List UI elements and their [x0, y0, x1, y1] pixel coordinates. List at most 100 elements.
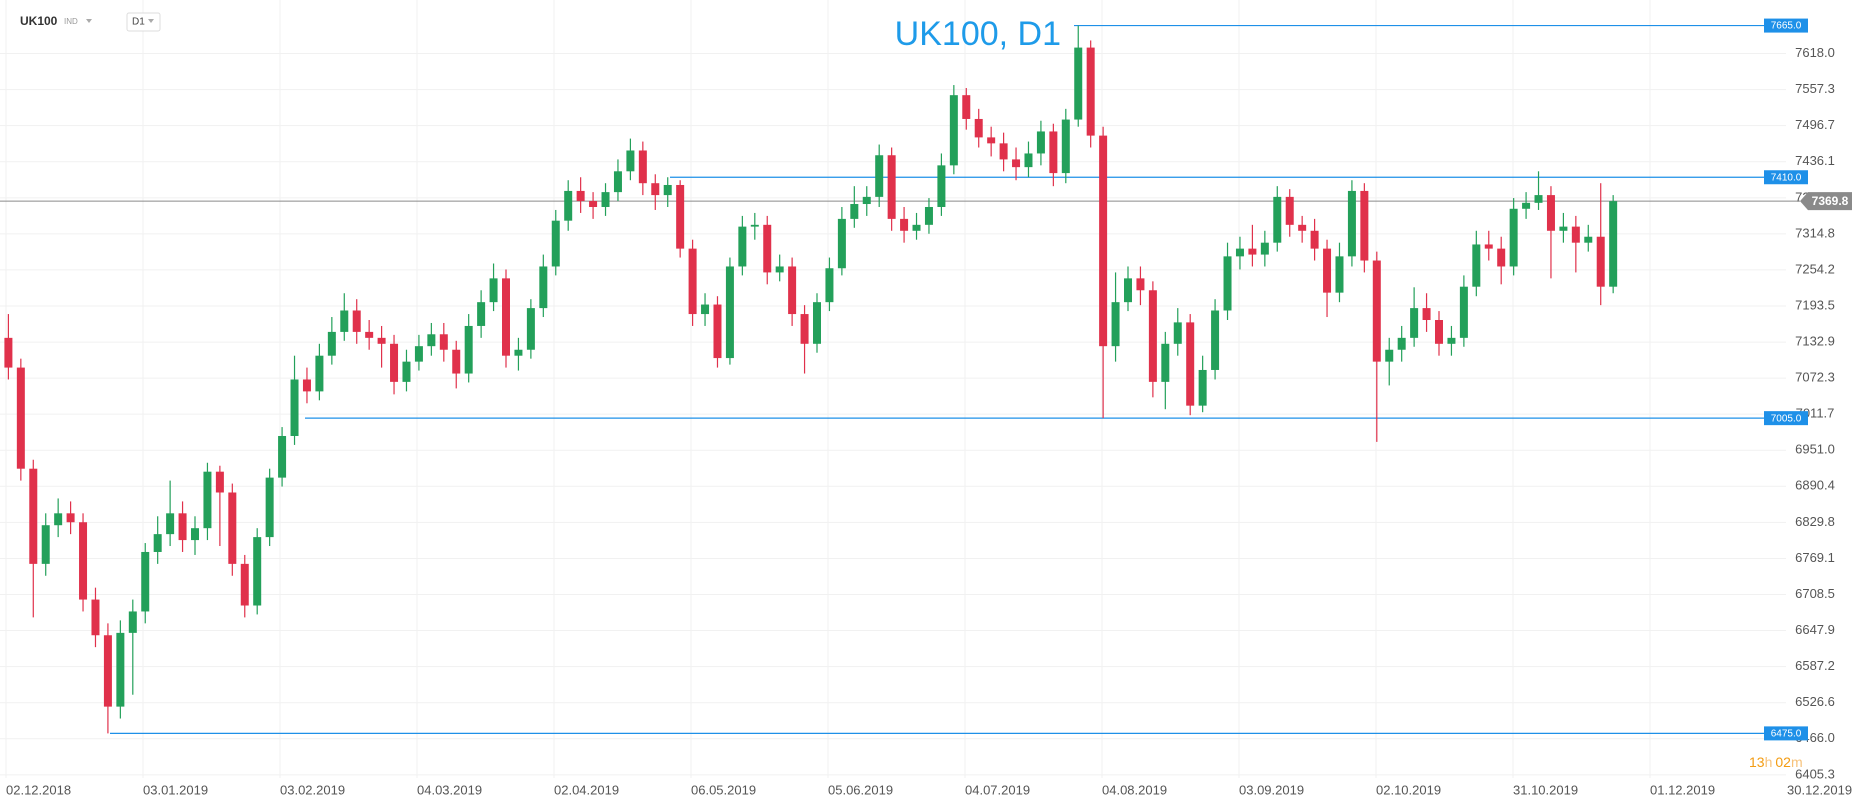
- candle-body: [1173, 322, 1182, 344]
- x-tick-label: 01.12.2019: [1650, 782, 1715, 797]
- level-label-box: [1764, 411, 1808, 426]
- candle-body: [887, 155, 896, 219]
- level-label-box: [1764, 726, 1808, 741]
- y-tick-label: 7193.5: [1795, 297, 1835, 312]
- candle-body: [240, 563, 249, 606]
- candle-body: [54, 513, 63, 526]
- y-tick-label: 6951.0: [1795, 442, 1835, 457]
- y-tick-label: 7072.3: [1795, 370, 1835, 385]
- candle-body: [1099, 135, 1108, 347]
- candle-body: [1385, 349, 1394, 362]
- candle-body: [1074, 47, 1083, 120]
- x-tick-label: 30.12.2019: [1787, 782, 1852, 797]
- candle-body: [1148, 290, 1157, 382]
- y-tick-label: 7436.1: [1795, 153, 1835, 168]
- candle-body: [79, 522, 88, 600]
- candle-body: [1248, 248, 1257, 255]
- symbol[interactable]: UK100: [20, 14, 58, 28]
- candle-body: [1347, 190, 1356, 257]
- countdown: 13h 02m: [1749, 754, 1803, 770]
- candle-body: [701, 304, 710, 315]
- candle-body: [912, 224, 921, 231]
- x-tick-label: 04.08.2019: [1102, 782, 1167, 797]
- candle-body: [141, 551, 150, 612]
- candle-body: [1397, 337, 1406, 350]
- x-tick-label: 04.07.2019: [965, 782, 1030, 797]
- candle-body: [713, 304, 722, 359]
- candle-body: [29, 468, 38, 564]
- candle-body: [377, 337, 386, 344]
- candle-body: [477, 302, 486, 326]
- candle-body: [215, 471, 224, 493]
- candle-body: [663, 184, 672, 196]
- candle-body: [526, 308, 535, 350]
- candle-body: [1509, 208, 1518, 267]
- y-tick-label: 7618.0: [1795, 45, 1835, 60]
- x-tick-label: 03.02.2019: [280, 782, 345, 797]
- candle-body: [676, 184, 685, 249]
- candle-body: [626, 150, 635, 172]
- candle-body: [1472, 244, 1481, 287]
- candle-body: [800, 314, 809, 344]
- y-tick-label: 6405.3: [1795, 766, 1835, 781]
- candle-body: [962, 95, 971, 119]
- candle-body: [178, 513, 187, 541]
- candle-body: [1522, 202, 1531, 209]
- candle-body: [191, 528, 199, 541]
- candle-body: [390, 343, 399, 382]
- candle-body: [116, 632, 125, 707]
- candle-body: [327, 331, 336, 356]
- candle-body: [750, 224, 759, 227]
- candle-body: [228, 492, 237, 564]
- candle-body: [91, 599, 100, 636]
- candle-body: [1223, 256, 1232, 311]
- candle-body: [203, 471, 212, 529]
- candle-body: [850, 204, 859, 219]
- candle-body: [1310, 230, 1319, 249]
- level-label: 7410.0: [1771, 172, 1802, 183]
- candle-body: [502, 278, 510, 356]
- candle-body: [1422, 308, 1431, 321]
- y-tick-label: 7314.8: [1795, 225, 1835, 240]
- candle-body: [1335, 256, 1344, 293]
- countdown-minutes: 02: [1775, 754, 1791, 770]
- y-tick-label: 7132.9: [1795, 334, 1835, 349]
- candle-body: [265, 477, 274, 538]
- candle-body: [638, 150, 647, 184]
- candle-body: [352, 310, 361, 332]
- timeframe-dropdown-arrow[interactable]: [148, 19, 154, 23]
- candle-body: [452, 349, 461, 374]
- candle-body: [1012, 159, 1021, 168]
- candle-body: [837, 218, 846, 269]
- candle-body: [1323, 248, 1332, 293]
- y-tick-label: 6829.8: [1795, 514, 1835, 529]
- candle-body: [738, 226, 747, 267]
- candle-body: [775, 266, 784, 273]
- candle-body: [539, 266, 548, 309]
- candle-body: [1260, 242, 1269, 255]
- candle-body: [1186, 322, 1195, 406]
- candle-body: [1534, 195, 1543, 203]
- candle-body: [1584, 236, 1593, 243]
- chart-title: UK100, D1: [895, 15, 1061, 53]
- x-tick-label: 06.05.2019: [691, 782, 756, 797]
- candle-body: [725, 266, 734, 359]
- timeframe[interactable]: D1: [132, 17, 145, 28]
- candle-body: [999, 143, 1008, 160]
- candle-body: [551, 220, 560, 267]
- candle-body: [576, 190, 585, 202]
- countdown-m: m: [1791, 754, 1803, 770]
- candle-body: [1596, 236, 1605, 287]
- candle-body: [16, 367, 25, 469]
- candle-body: [1484, 244, 1493, 249]
- candle-body: [1497, 248, 1506, 267]
- candle-body: [813, 302, 821, 344]
- candle-body: [875, 155, 884, 197]
- timeframe-box[interactable]: [126, 12, 161, 32]
- y-tick-label: 6647.9: [1795, 622, 1835, 637]
- candle-body: [589, 201, 598, 207]
- candle-body: [1111, 302, 1120, 347]
- symbol-dropdown-arrow[interactable]: [86, 19, 92, 23]
- y-tick-label: 7557.3: [1795, 81, 1835, 96]
- level-label-box: [1764, 170, 1808, 185]
